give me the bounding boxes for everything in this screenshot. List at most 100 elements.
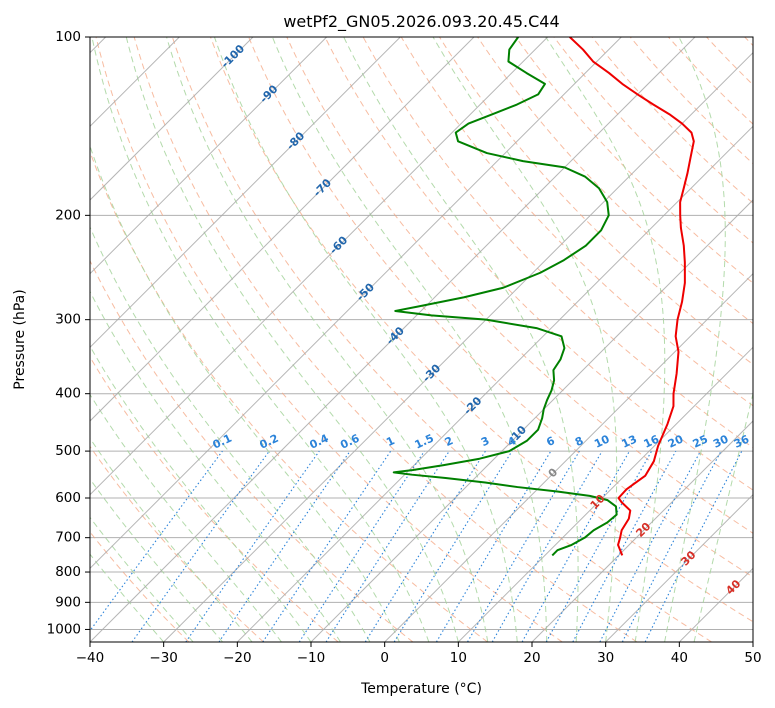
mixing-ratio-line [572, 450, 677, 642]
y-axis: 100 200 300 400 500 600 700 800 900 1000 [47, 29, 90, 637]
y-axis-label: Pressure (hPa) [12, 289, 28, 389]
x-tick-label: 20 [523, 650, 540, 666]
dry-adiabat-line [477, 37, 753, 325]
chart-title: wetPf2_GN05.2026.093.20.45.C44 [283, 12, 559, 32]
y-tick-label: 400 [55, 386, 81, 402]
mixing-ratio-label: 25 [691, 433, 710, 451]
moist-adiabat-line [90, 553, 165, 642]
x-tick-label: −40 [76, 650, 105, 666]
moist-adiabat-line [90, 516, 194, 642]
x-tick-label: −20 [223, 650, 252, 666]
moist-adiabat-line [90, 437, 253, 642]
mixing-ratio-label: 30 [711, 432, 731, 450]
mixing-ratio-label: 13 [620, 433, 639, 451]
mixing-ratio-line [435, 450, 552, 642]
x-tick-label: −30 [149, 650, 178, 666]
moist-adiabat-line [664, 37, 726, 642]
mixing-ratio-line [491, 450, 603, 642]
isotherm-line [90, 37, 696, 642]
mixing-ratio-line [393, 450, 513, 642]
mixing-ratio-label: 20 [666, 432, 686, 450]
plot-area [90, 37, 753, 642]
x-tick-label: 30 [597, 650, 614, 666]
mixing-ratio-line [90, 450, 223, 632]
dry-adiabat-line [400, 37, 753, 407]
moist-adiabat-line [90, 144, 400, 642]
mixing-ratio-label: 10 [592, 432, 612, 450]
plot-frame [89, 36, 754, 643]
isotherms [90, 37, 753, 642]
y-tick-label: 600 [55, 490, 81, 506]
mixing-ratio-label: 36 [732, 432, 752, 450]
moist-adiabat-line [91, 37, 430, 642]
moist-adiabat-line [90, 225, 371, 642]
mixing-ratio-label: 16 [642, 432, 662, 450]
mixing-ratio-labels: 0.1 0.2 0.4 0.6 1 1.5 2 3 4 6 8 10 13 16 20 25 30 36 [211, 432, 752, 452]
x-axis: −40 −30 −20 −10 0 10 20 30 40 50 [76, 642, 762, 666]
moist-adiabats [90, 37, 753, 642]
x-tick-label: 0 [380, 650, 389, 666]
dry-adiabat-line [90, 445, 264, 642]
dry-adiabat-line [210, 37, 753, 623]
moist-adiabat-line [693, 391, 753, 642]
isotherm-line [605, 493, 753, 642]
mixing-ratio-line [185, 450, 320, 642]
isotherm-line [90, 37, 254, 201]
dry-adiabat-line [591, 37, 753, 204]
dry-adiabat-line [629, 37, 753, 165]
isotherm-line [90, 37, 401, 349]
dry-adiabat-line [515, 37, 753, 284]
isotherm-line [531, 420, 753, 642]
mixing-ratio-line [364, 450, 486, 642]
moist-adiabat-line [90, 478, 223, 642]
moist-adiabat-line [125, 37, 459, 642]
dry-adiabat-line [248, 37, 753, 578]
x-tick-label: 40 [671, 650, 688, 666]
isotherm-line [384, 272, 753, 642]
moist-adiabat-line [343, 37, 579, 642]
isotherm-line [310, 199, 753, 642]
moist-adiabat-line [213, 37, 518, 642]
x-tick-label: −10 [297, 650, 326, 666]
isotherm-line [236, 125, 753, 642]
moist-adiabat-line [545, 37, 666, 642]
isotherm-line [457, 346, 753, 642]
isotherm-line [90, 37, 549, 496]
x-tick-label: 50 [744, 650, 761, 666]
moist-adiabat-line [90, 290, 341, 642]
mixing-ratio-lines [90, 450, 743, 642]
y-tick-label: 300 [55, 312, 81, 328]
y-tick-label: 1000 [47, 621, 81, 637]
dry-adiabat-line [171, 37, 712, 642]
y-tick-label: 100 [55, 29, 81, 45]
isotherm-line [90, 37, 328, 275]
moist-adiabat-line [432, 37, 618, 642]
mixing-ratio-line [545, 450, 653, 642]
isotherm-line [90, 37, 622, 570]
dry-adiabat-line [324, 37, 753, 491]
isotherm-line [163, 51, 753, 642]
y-tick-label: 200 [55, 207, 81, 223]
mixing-ratio-line [218, 450, 351, 642]
mixing-ratio-line [131, 450, 270, 642]
y-tick-label: 900 [55, 594, 81, 610]
mixing-ratio-line [325, 450, 450, 642]
x-axis-label: Temperature (°C) [360, 681, 482, 697]
y-tick-label: 700 [55, 530, 81, 546]
moist-adiabat-line [90, 393, 282, 642]
mixing-ratio-line [467, 450, 580, 642]
temperature-profile-line [569, 37, 695, 556]
dewpoint-profile-line [392, 37, 618, 557]
pressure-gridlines [90, 37, 753, 630]
isotherm-line [90, 37, 475, 422]
dry-adiabat-line [95, 37, 563, 642]
moist-adiabat-line [166, 37, 489, 642]
dry-adiabats [90, 37, 753, 642]
x-tick-label: 10 [450, 650, 467, 666]
y-tick-label: 500 [55, 443, 81, 459]
dry-adiabat-line [90, 259, 414, 642]
mixing-ratio-line [521, 450, 630, 642]
